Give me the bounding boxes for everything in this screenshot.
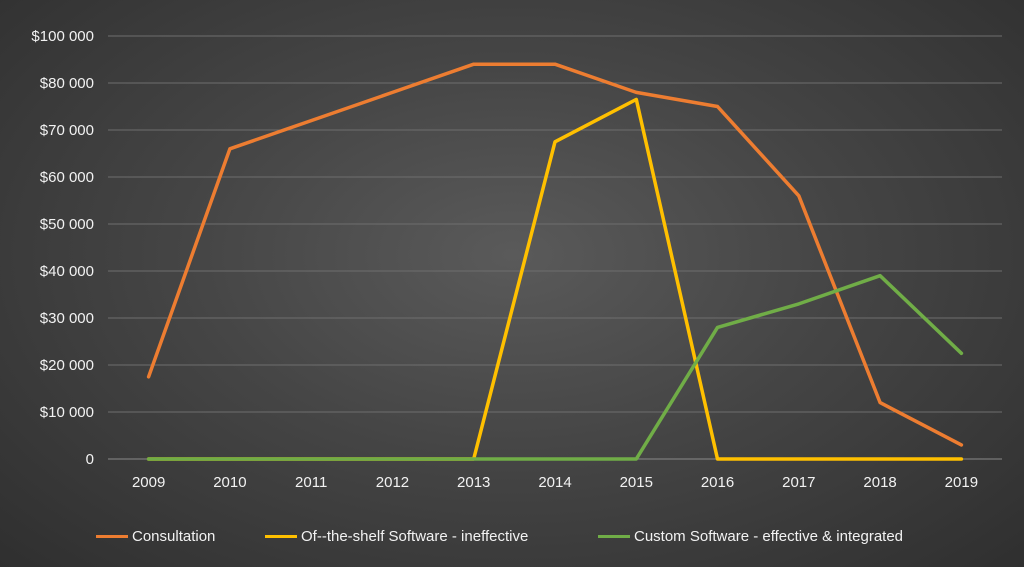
x-tick-label: 2018: [863, 474, 896, 491]
legend-swatch-custom-software: [598, 535, 630, 538]
series-line-consultation: [146, 62, 964, 447]
y-tick-label: $100 000: [31, 28, 94, 45]
y-tick-label: $80 000: [40, 75, 94, 92]
y-tick-label: $20 000: [40, 357, 94, 374]
legend-item-off-the-shelf: Of--the-shelf Software - ineffective: [265, 528, 528, 545]
y-tick-label: $50 000: [40, 216, 94, 233]
x-tick-label: 2011: [295, 474, 327, 491]
series-line-of-the-shelf-software-ineffective: [146, 97, 964, 461]
x-tick-label: 2015: [620, 474, 653, 491]
x-tick-label: 2013: [457, 474, 490, 491]
x-tick-label: 2017: [782, 474, 815, 491]
x-tick-label: 2012: [376, 474, 409, 491]
gridlines: [108, 35, 1002, 413]
x-axis-tick-labels: 2009 2010 2011 2012 2013 2014 2015 2016 2017 2018…: [132, 474, 978, 491]
y-tick-label: $40 000: [40, 263, 94, 280]
y-tick-label: $30 000: [40, 310, 94, 327]
legend-swatch-off-the-shelf: [265, 535, 297, 538]
x-tick-label: 2010: [213, 474, 246, 491]
x-tick-label: 2009: [132, 474, 165, 491]
legend-swatch-consultation: [96, 535, 128, 538]
legend-label-consultation: Consultation: [132, 528, 216, 545]
x-tick-label: 2016: [701, 474, 734, 491]
legend-label-off-the-shelf: Of--the-shelf Software - ineffective: [301, 528, 529, 545]
legend: Consultation Of--the-shelf Software - in…: [0, 528, 1024, 556]
y-tick-label: 0: [86, 451, 94, 468]
legend-label-custom-software: Custom Software - effective & integrated: [634, 528, 904, 545]
series-line-custom-software-effective-integrated: [146, 273, 964, 461]
x-tick-label: 2014: [538, 474, 571, 491]
y-axis-tick-labels: 0 $10 000 $20 000 $30 000 $40 000 $50 000 $60 …: [31, 28, 94, 468]
x-tick-label: 2019: [945, 474, 978, 491]
y-tick-label: $60 000: [40, 169, 94, 186]
series-lines: [146, 62, 964, 461]
legend-item-consultation: Consultation: [96, 528, 215, 545]
y-tick-label: $70 000: [40, 122, 94, 139]
y-tick-label: $10 000: [40, 404, 94, 421]
legend-item-custom-software: Custom Software - effective & integrated: [598, 528, 903, 545]
